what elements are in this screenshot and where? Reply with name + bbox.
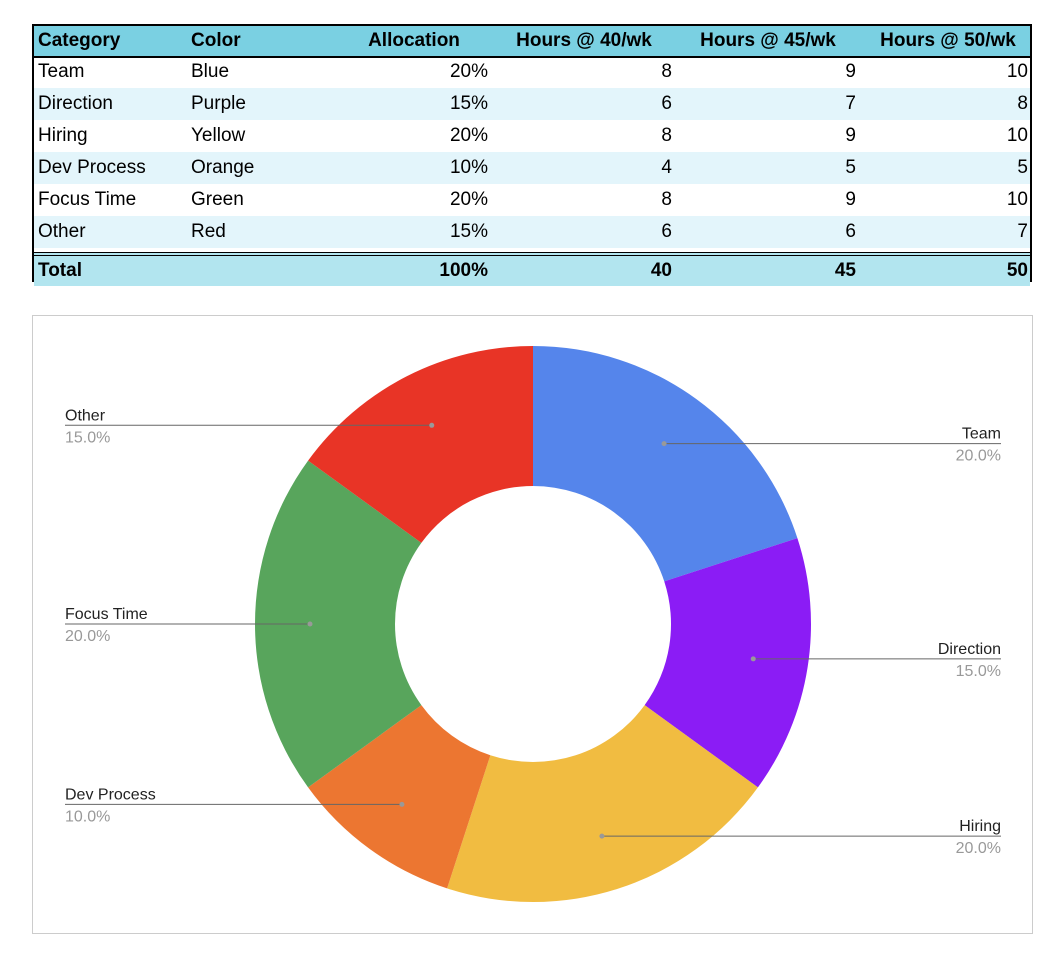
- allocation-table: Category Color Allocation Hours @ 40/wk Hour…: [32, 24, 1032, 286]
- slice-dev-process: [308, 705, 491, 889]
- slice-team: [533, 346, 798, 582]
- slice-other: [308, 346, 533, 543]
- table-row: Direction Purple 15% 6 7 8: [34, 88, 1030, 120]
- slice-percent-label: 15.0%: [956, 663, 1001, 680]
- table-cell: 10: [1006, 61, 1028, 82]
- table-cell: 10%: [449, 157, 488, 178]
- table-cell: 8: [661, 61, 672, 82]
- table-cell: 5: [1017, 157, 1028, 178]
- table-cell: Orange: [191, 157, 255, 178]
- table-cell: Green: [191, 189, 244, 210]
- table-cell: 15%: [449, 221, 488, 242]
- slice-label: Direction: [938, 641, 1001, 658]
- table-row: Hiring Yellow 20% 8 9 10: [34, 120, 1030, 152]
- table-cell: 100%: [439, 260, 488, 281]
- table-cell: [191, 256, 341, 286]
- table-cell: Yellow: [191, 125, 246, 146]
- table-cell: 9: [845, 61, 856, 82]
- leader-dot: [661, 441, 667, 447]
- table-cell: 20%: [449, 125, 488, 146]
- leader-dot: [599, 833, 605, 839]
- table-cell: Hours @ 40/wk: [516, 30, 652, 51]
- table-cell: 4: [661, 157, 672, 178]
- table-cell: 8: [1017, 93, 1028, 114]
- table-cell: 9: [845, 189, 856, 210]
- slice-label: Focus Time: [65, 606, 148, 623]
- leader-dot: [307, 621, 313, 627]
- table-cell: Hiring: [38, 125, 88, 146]
- table-row: Team Blue 20% 8 9 10: [34, 56, 1030, 88]
- slice-label: Dev Process: [65, 786, 156, 803]
- table-cell: Blue: [191, 61, 230, 82]
- slice-label: Hiring: [959, 818, 1001, 835]
- table-cell: Allocation: [368, 30, 460, 51]
- table-row: Dev Process Orange 10% 4 5 5: [34, 152, 1030, 184]
- table-cell: Purple: [191, 93, 246, 114]
- table-cell: 45: [834, 260, 856, 281]
- table-cell: Red: [191, 221, 226, 242]
- table-cell: Total: [38, 260, 82, 281]
- slice-percent-label: 20.0%: [65, 628, 110, 645]
- table-cell: 5: [845, 157, 856, 178]
- table-cell: Category: [38, 30, 121, 51]
- slice-percent-label: 20.0%: [956, 448, 1001, 465]
- table-cell: 6: [845, 221, 856, 242]
- table-cell: 6: [661, 221, 672, 242]
- table-cell: Hours @ 45/wk: [700, 30, 836, 51]
- table-cell: 7: [1017, 221, 1028, 242]
- leader-dot: [399, 801, 405, 807]
- table-cell: 15%: [449, 93, 488, 114]
- table-cell: Team: [38, 61, 85, 82]
- table-header-row: Category Color Allocation Hours @ 40/wk Hour…: [34, 26, 1030, 58]
- table-cell: 10: [1006, 189, 1028, 210]
- table-cell: 40: [650, 260, 672, 281]
- table-row: Other Red 15% 6 6 7: [34, 216, 1030, 248]
- table-cell: 8: [661, 189, 672, 210]
- table-cell: Direction: [38, 93, 113, 114]
- slice-focus-time: [254, 460, 422, 788]
- table-cell: 9: [845, 125, 856, 146]
- slice-percent-label: 20.0%: [956, 840, 1001, 857]
- leader-dot: [750, 656, 756, 662]
- table-cell: Dev Process: [38, 157, 146, 178]
- table-cell: 8: [661, 125, 672, 146]
- donut-chart: Team 20.0% Direction 15.0% Hiring 20.0% Dev Pr…: [32, 315, 1033, 934]
- slice-percent-label: 15.0%: [65, 429, 110, 446]
- slice-hiring: [447, 705, 758, 902]
- slice-direction: [644, 538, 811, 788]
- donut-chart-svg: Team 20.0% Direction 15.0% Hiring 20.0% Dev Pr…: [65, 346, 1001, 902]
- table-cell: 10: [1006, 125, 1028, 146]
- table-cell: Color: [191, 30, 241, 51]
- table-cell: 20%: [449, 61, 488, 82]
- table-cell: 6: [661, 93, 672, 114]
- slice-label: Team: [962, 426, 1001, 443]
- table-cell: 7: [845, 93, 856, 114]
- table-cell: 50: [1006, 260, 1028, 281]
- table-row: Focus Time Green 20% 8 9 10: [34, 184, 1030, 216]
- table-total-row: Total 100% 40 45 50: [34, 252, 1030, 286]
- table-cell: 20%: [449, 189, 488, 210]
- slice-label: Other: [65, 407, 106, 424]
- table-cell: Hours @ 50/wk: [880, 30, 1016, 51]
- slice-percent-label: 10.0%: [65, 808, 110, 825]
- table-cell: Focus Time: [38, 189, 137, 210]
- table-cell: Other: [38, 221, 86, 242]
- leader-dot: [429, 422, 435, 428]
